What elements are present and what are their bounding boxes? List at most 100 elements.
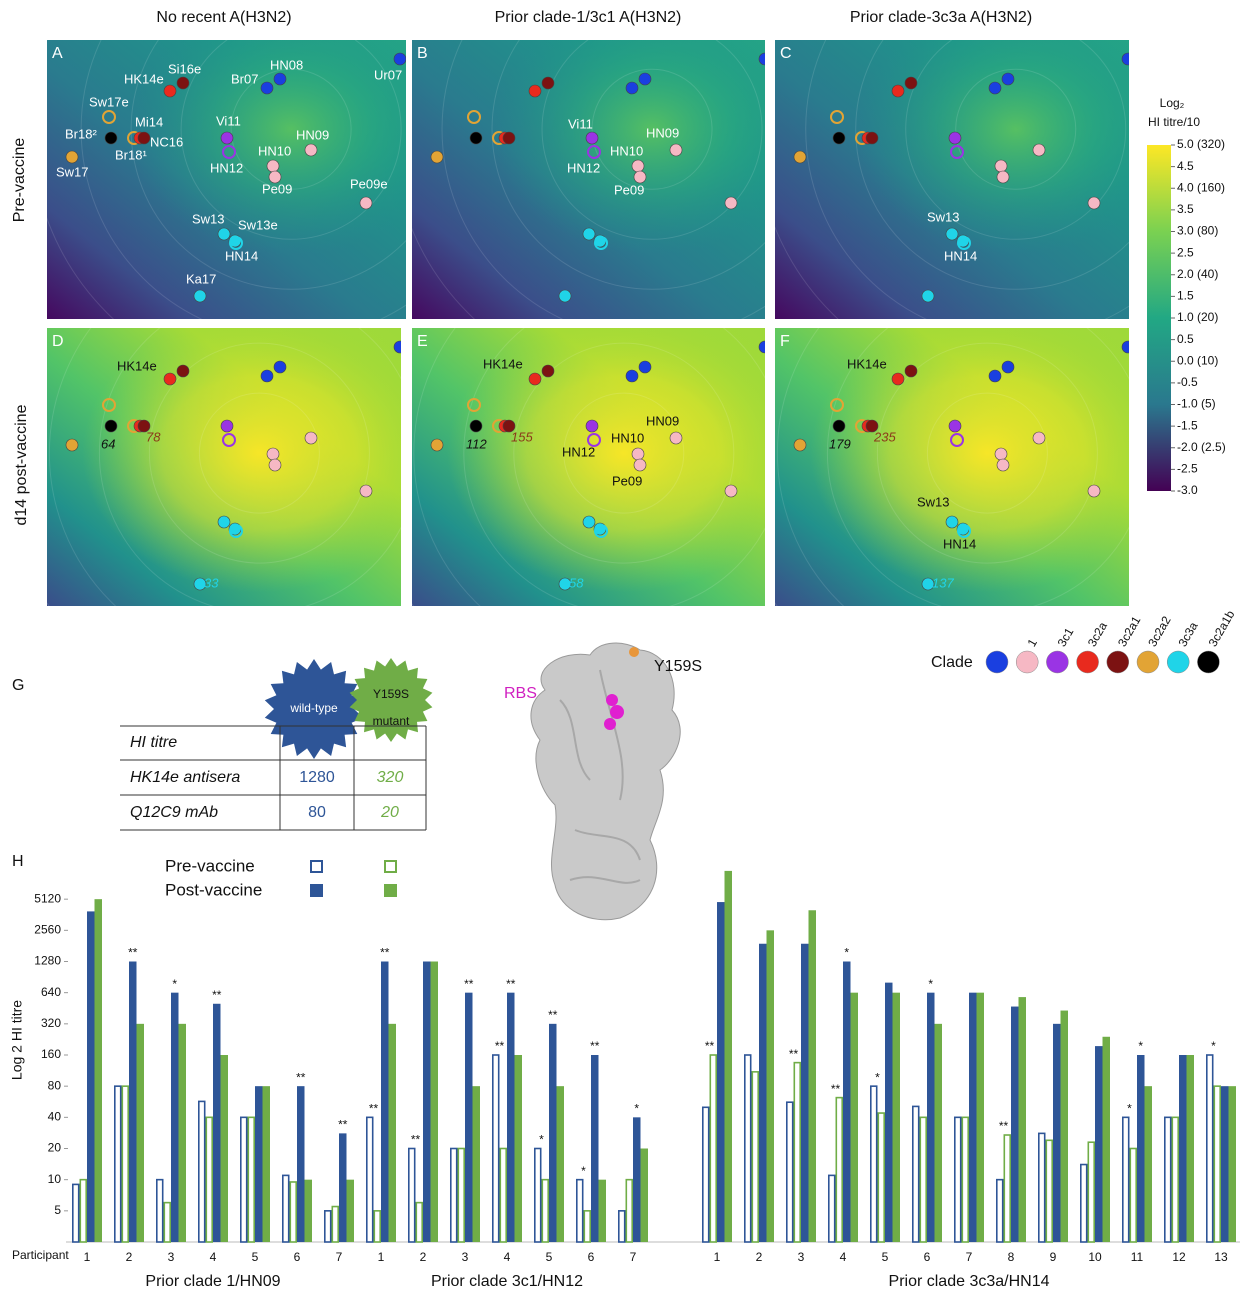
strain-dot xyxy=(758,52,765,66)
significance: ** xyxy=(999,1119,1009,1133)
x-tick-label: 7 xyxy=(336,1250,343,1264)
bar xyxy=(633,1117,641,1242)
colorbar-tick-label: 2.0 (40) xyxy=(1177,267,1218,281)
landscape-panel: C Sw13 HN14 xyxy=(775,40,1129,319)
bar xyxy=(625,1178,633,1243)
bar xyxy=(381,961,389,1242)
strain-label: HN12 xyxy=(562,444,595,459)
bar xyxy=(1171,1116,1180,1243)
significance: * xyxy=(1138,1039,1143,1053)
titre-label: 155 xyxy=(511,429,533,444)
table-cell: 80 xyxy=(308,804,326,821)
strain-dot xyxy=(260,369,274,383)
colorbar xyxy=(1147,145,1171,491)
bar xyxy=(205,1116,214,1243)
contour xyxy=(130,40,406,290)
significance: ** xyxy=(212,988,222,1002)
strain-label: Pe09 xyxy=(612,473,642,488)
bar xyxy=(323,1210,332,1243)
strain-dot xyxy=(104,419,118,433)
strain-dot xyxy=(945,227,959,241)
significance: ** xyxy=(380,946,390,960)
significance: * xyxy=(928,977,933,991)
bar xyxy=(297,1086,305,1242)
bar xyxy=(1228,1086,1236,1242)
bar xyxy=(533,1147,542,1243)
bar xyxy=(346,1179,354,1242)
bar xyxy=(575,1178,584,1243)
bar xyxy=(129,961,137,1242)
bar xyxy=(892,992,900,1242)
bar xyxy=(94,899,102,1242)
strain-label: Sw17e xyxy=(89,94,129,109)
strain-dot xyxy=(830,110,844,124)
bar xyxy=(969,992,977,1242)
x-tick-label: 2 xyxy=(420,1250,427,1264)
strain-dot xyxy=(669,431,683,445)
titre-label: 235 xyxy=(873,429,896,444)
y-tick-label: 320 xyxy=(41,1016,61,1030)
significance: ** xyxy=(705,1039,715,1053)
x-axis-label: Participant xyxy=(12,1248,69,1262)
bar xyxy=(640,1148,648,1242)
strain-dot xyxy=(65,150,79,164)
x-tick-label: 1 xyxy=(84,1250,91,1264)
badge-label: Y159S xyxy=(373,687,409,701)
bar xyxy=(415,1201,423,1243)
strain-label: HN12 xyxy=(210,160,243,175)
strain-dot xyxy=(1001,360,1015,374)
strain-dot xyxy=(950,433,964,447)
strain-dot xyxy=(217,515,231,529)
titre-label: 58 xyxy=(569,575,584,590)
x-tick-label: 5 xyxy=(546,1250,553,1264)
strain-dot xyxy=(1121,340,1129,354)
bar xyxy=(556,1086,564,1242)
bar xyxy=(717,902,725,1242)
clade-label: 3c2a2 xyxy=(1145,613,1174,649)
column-title: Prior clade-3c3a A(H3N2) xyxy=(850,9,1032,26)
significance: * xyxy=(1127,1102,1132,1116)
significance: ** xyxy=(296,1070,306,1084)
strain-dot xyxy=(467,398,481,412)
bar xyxy=(869,1085,878,1243)
strain-dot xyxy=(638,72,652,86)
y-tick-label: 20 xyxy=(48,1141,62,1155)
strain-dot xyxy=(832,131,846,145)
strain-label: HK14e xyxy=(117,358,157,373)
table-row-label: Q12C9 mAb xyxy=(130,804,218,821)
table-header: HI titre xyxy=(130,734,177,751)
clade-swatch xyxy=(1046,650,1069,674)
significance: ** xyxy=(495,1039,505,1053)
bar xyxy=(759,943,767,1242)
x-tick-label: 13 xyxy=(1214,1250,1228,1264)
contour xyxy=(148,342,370,564)
significance: * xyxy=(172,977,177,991)
strain-label: Br18² xyxy=(65,126,97,141)
contour xyxy=(513,342,735,564)
contour xyxy=(198,392,320,514)
strain-dot xyxy=(631,447,645,461)
bar xyxy=(163,1201,172,1243)
bar xyxy=(743,1054,752,1243)
strain-label: HN14 xyxy=(225,248,258,263)
bar xyxy=(472,1086,480,1242)
bar xyxy=(178,1023,186,1242)
strain-label: Vi11 xyxy=(568,116,593,131)
row-title: d14 post-vaccine xyxy=(13,404,30,525)
colorbar-tick-label: -3.0 xyxy=(1177,483,1198,497)
significance: ** xyxy=(789,1047,799,1061)
strain-dot xyxy=(229,236,243,250)
x-tick-label: 1 xyxy=(378,1250,385,1264)
bar xyxy=(617,1210,626,1243)
strain-dot xyxy=(430,438,444,452)
strain-dot xyxy=(393,340,401,354)
bar xyxy=(549,1023,557,1242)
panel-letter: A xyxy=(52,45,63,62)
bar xyxy=(262,1086,270,1242)
panel-letter: F xyxy=(780,333,790,350)
badge-label: mutant xyxy=(373,714,410,728)
bar xyxy=(87,911,95,1242)
strain-dot xyxy=(359,484,373,498)
strain-label: Si16e xyxy=(168,61,201,76)
strain-dot xyxy=(904,364,918,378)
